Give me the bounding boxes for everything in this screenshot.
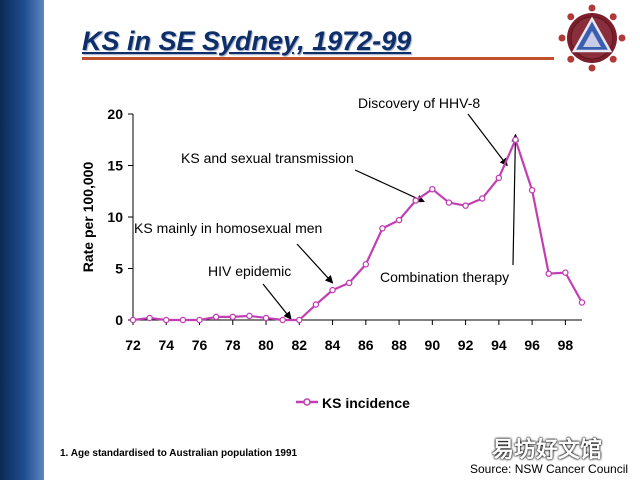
data-point [196, 316, 203, 324]
annotation-arrow [354, 169, 425, 203]
x-tick-label: 92 [458, 337, 474, 353]
x-tick-label: 88 [391, 337, 407, 353]
legend-marker-swatch [303, 398, 311, 406]
x-tick-label: 94 [491, 337, 507, 353]
data-point [462, 202, 469, 209]
triangle-emblem-icon [558, 4, 626, 72]
slide-title: KS in SE Sydney, 1972-99 [82, 26, 412, 56]
data-point [329, 286, 336, 294]
series-line [132, 138, 583, 322]
annotation-label: Discovery of HHV-8 [358, 95, 480, 111]
x-tick-label: 76 [192, 337, 208, 353]
annotation-arrow [467, 113, 508, 167]
annotation-arrow [296, 243, 334, 284]
annotation-label: HIV epidemic [208, 263, 291, 279]
source-credit: Source: NSW Cancer Council [470, 462, 629, 476]
data-point [296, 316, 303, 324]
y-tick-label: 20 [107, 106, 123, 122]
annotation-arrow [262, 283, 292, 320]
data-point [478, 195, 486, 202]
x-tick-label: 74 [158, 337, 174, 353]
x-tick-label: 78 [225, 337, 241, 353]
data-point [578, 299, 586, 306]
y-tick-label: 0 [115, 312, 123, 328]
x-tick-label: 90 [425, 337, 441, 353]
left-decorative-band [0, 0, 44, 480]
annotation-arrow [511, 133, 520, 266]
data-point [445, 199, 453, 206]
footnote: 1. Age standardised to Australian popula… [60, 448, 298, 459]
annotation-label: KS mainly in homosexual men [134, 220, 322, 236]
data-point [179, 316, 187, 324]
y-tick-label: 15 [107, 158, 123, 174]
data-point [512, 136, 519, 143]
data-point [212, 313, 220, 321]
annotation-label: KS and sexual transmission [181, 150, 354, 166]
data-point [345, 279, 353, 287]
x-tick-label: 82 [292, 337, 308, 353]
data-point [562, 269, 569, 276]
y-tick-label: 10 [107, 209, 123, 225]
x-tick-label: 80 [258, 337, 274, 353]
title-underline-rule [82, 57, 554, 60]
y-axis-label: Rate per 100,000 [80, 162, 96, 273]
annotation-label: Combination therapy [380, 269, 509, 285]
data-point [362, 261, 370, 268]
data-point [412, 197, 419, 204]
data-point [395, 216, 403, 224]
data-point [312, 301, 320, 308]
data-point [528, 186, 536, 194]
x-tick-label: 84 [325, 337, 341, 353]
data-point [163, 316, 170, 324]
legend-label: KS incidence [322, 395, 410, 411]
x-tick-label: 96 [524, 337, 540, 353]
data-point [429, 185, 436, 193]
watermark: 易坊好文馆 [492, 438, 603, 463]
data-point [229, 313, 237, 321]
data-point [379, 225, 386, 232]
data-point [545, 270, 552, 277]
x-tick-label: 72 [125, 337, 141, 353]
chart-legend: KS incidence [296, 395, 410, 411]
x-tick-label: 86 [358, 337, 374, 353]
y-tick-label: 5 [115, 261, 123, 277]
data-point [279, 316, 286, 324]
data-point [129, 316, 137, 324]
x-tick-label: 98 [558, 337, 574, 353]
data-point [262, 314, 270, 322]
data-point [246, 312, 253, 320]
data-point [495, 174, 503, 182]
data-point [146, 314, 153, 322]
